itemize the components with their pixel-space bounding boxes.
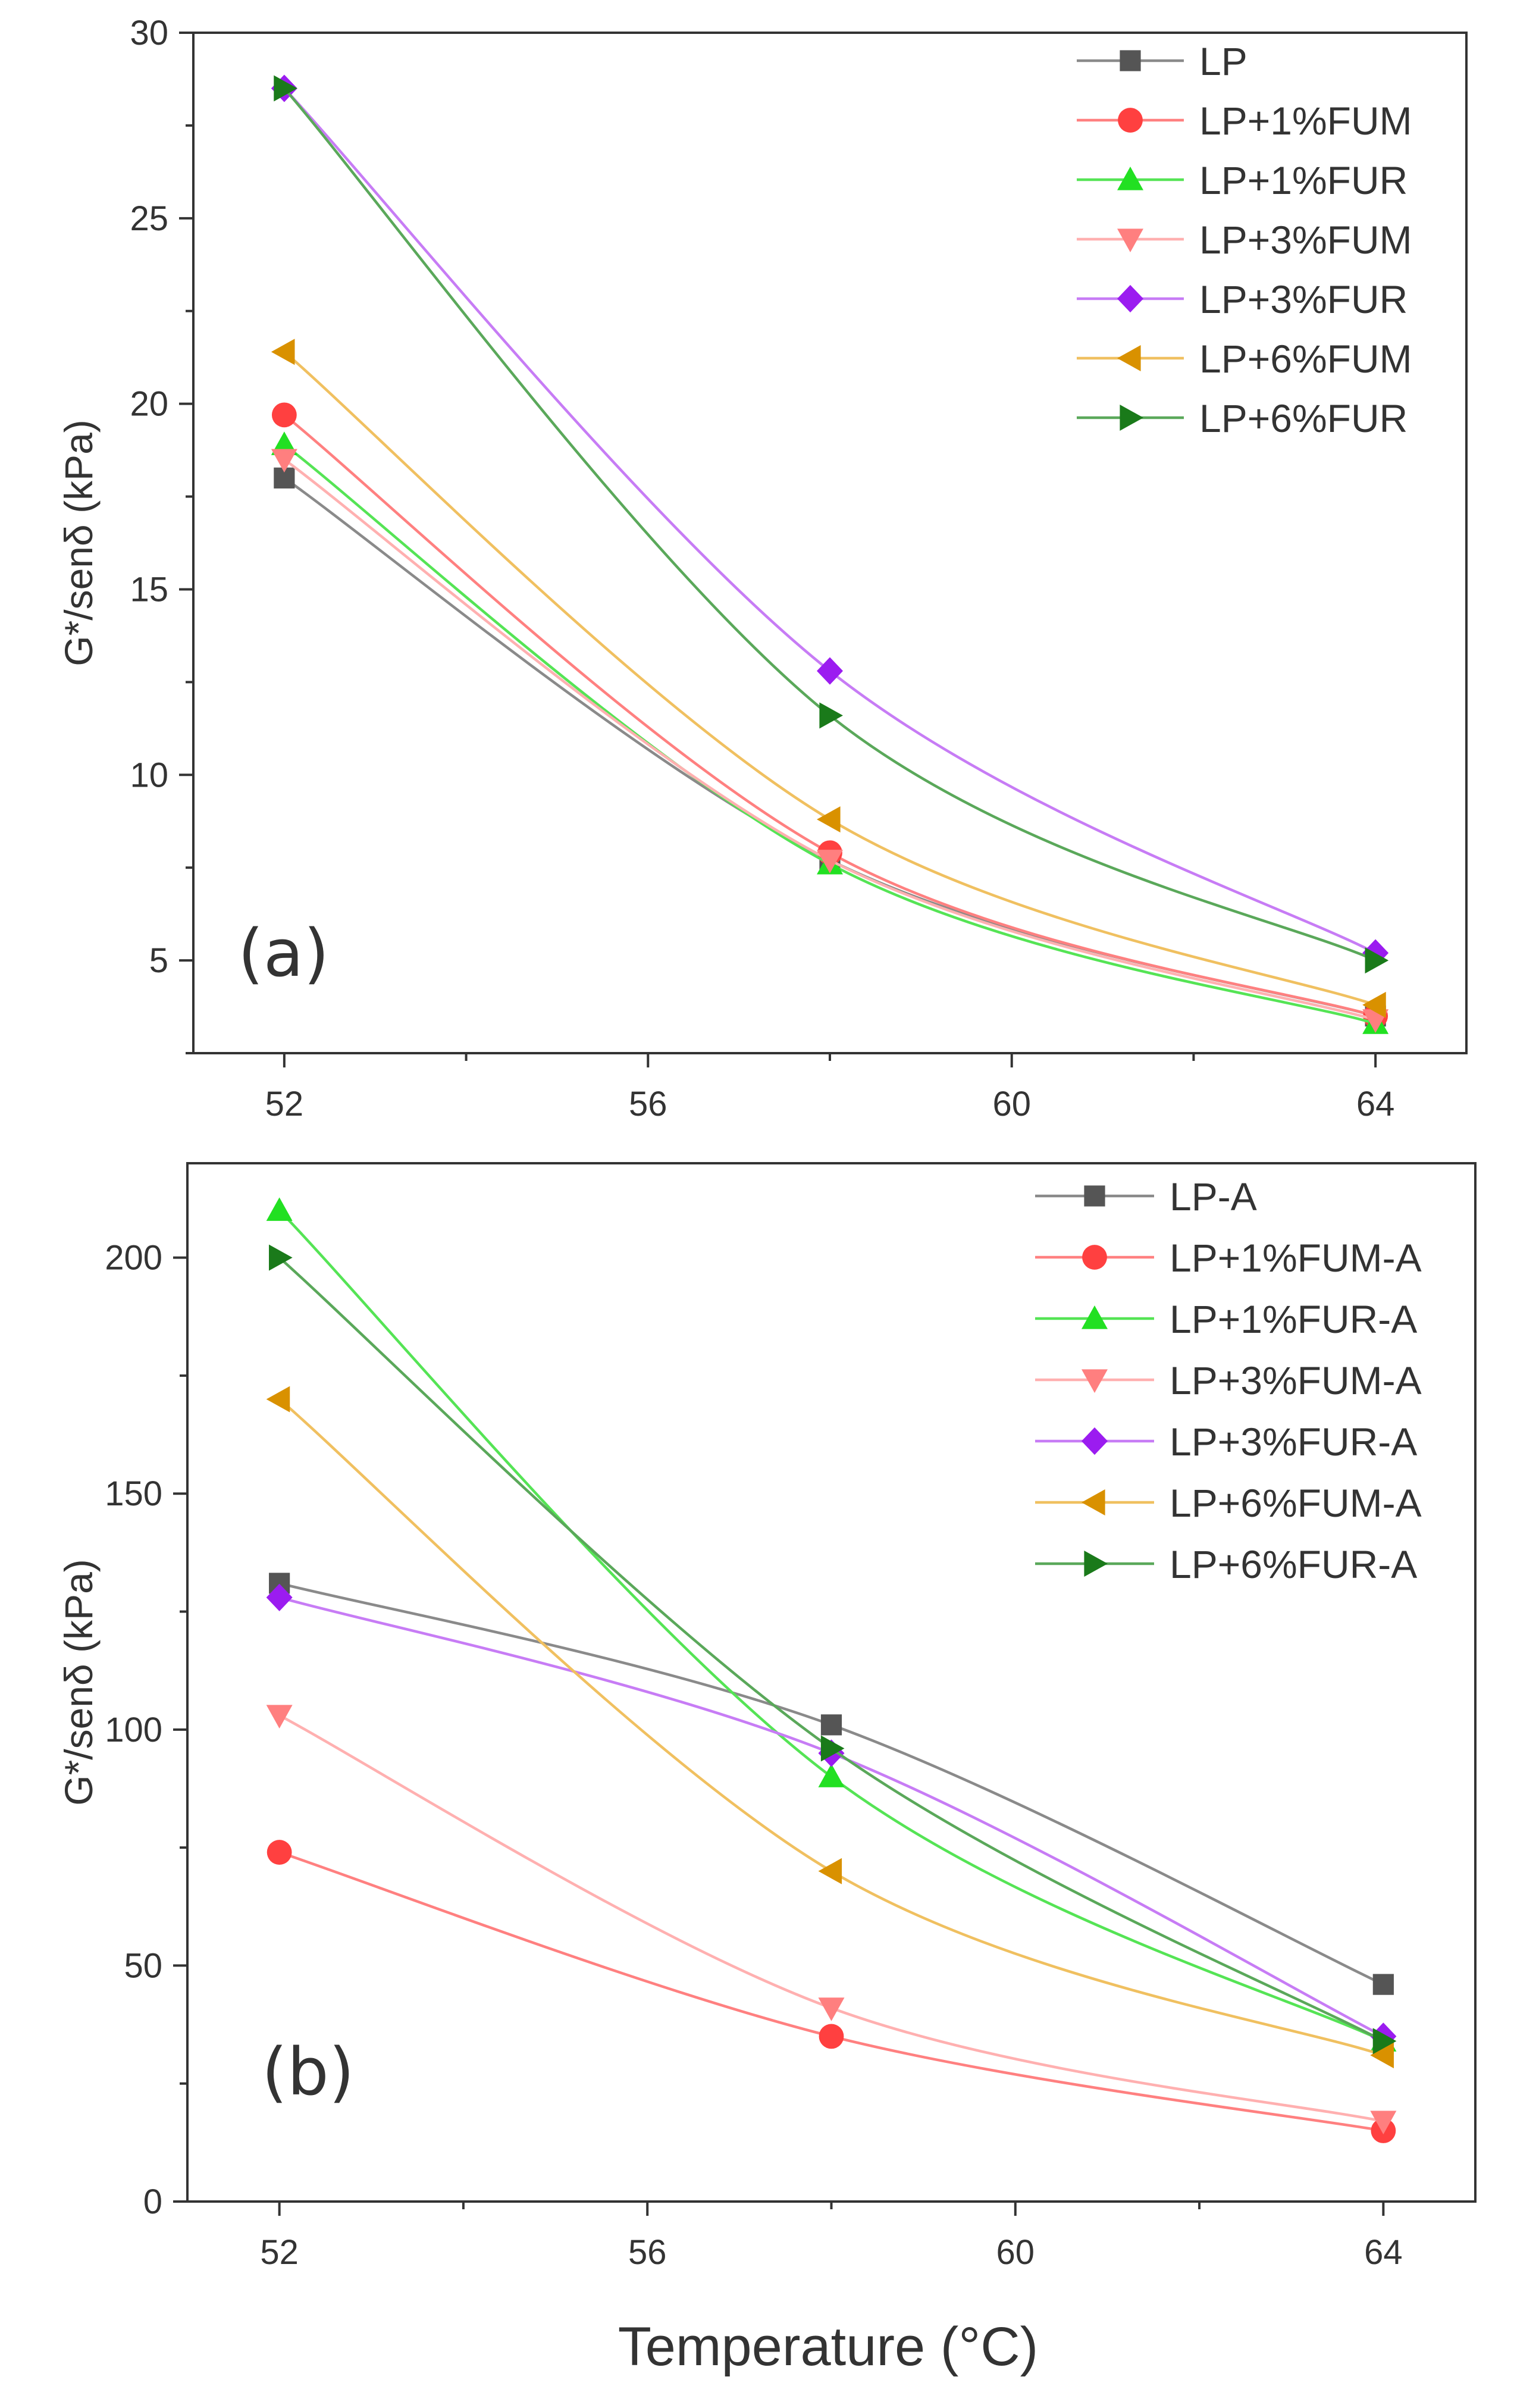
series-line-lp-plus-6pctfur — [283, 87, 1377, 962]
legend-label-lp-plus-3pctfum: LP+3%FUM — [1199, 218, 1412, 262]
legend-marker-lp-plus-1pctfum-a — [1082, 1245, 1107, 1270]
data-point-lp-plus-1pctfur-a — [266, 1197, 293, 1221]
series-line-lp-plus-6pctfum-a — [278, 1398, 1384, 2057]
data-point-lp-plus-3pctfur — [817, 657, 843, 685]
y-tick-label: 200 — [105, 1239, 162, 1277]
legend-label-lp-plus-6pctfur-a: LP+6%FUR-A — [1170, 1542, 1417, 1586]
legend-label-lp-plus-3pctfum-a: LP+3%FUM-A — [1170, 1358, 1422, 1402]
y-tick-label: 5 — [149, 941, 168, 980]
legend-label-lp-plus-1pctfur: LP+1%FUR — [1199, 158, 1408, 202]
x-tick-label: 52 — [265, 1085, 304, 1123]
panel-b: 52 56 60 64 0 50 100 150 200 G*/senδ (kPa) LP-A LP+… — [57, 1162, 1477, 2272]
data-point-lp-plus-6pctfum — [1362, 991, 1386, 1018]
series-line-lp-plus-1pctfum-a — [278, 1850, 1384, 2133]
x-tick-label: 52 — [260, 2233, 299, 2272]
data-point-lp-a — [820, 1714, 842, 1736]
data-point-lp-plus-1pctfum-a — [267, 1840, 292, 1865]
legend-label-lp-plus-1pctfum: LP+1%FUM — [1199, 99, 1412, 143]
series-line-lp-plus-3pctfur-a — [279, 1596, 1384, 2038]
y-tick-label: 100 — [105, 1711, 162, 1749]
legend-marker-lp-plus-6pctfur — [1120, 405, 1143, 431]
legend-label-lp-plus-1pctfur-a: LP+1%FUR-A — [1170, 1297, 1417, 1341]
data-point-lp-plus-6pctfum — [817, 806, 841, 833]
legend-marker-lp-plus-1pctfum — [1118, 108, 1143, 133]
panel-a: 52 56 60 64 5 10 15 20 25 30 G*/senδ (kPa) LP LP+1%F… — [57, 14, 1468, 1123]
y-tick-label: 30 — [130, 14, 168, 52]
legend-marker-lp-plus-3pctfum — [1117, 228, 1143, 252]
y-axis-title: G*/senδ (kPa) — [57, 1559, 101, 1806]
legend-label-lp-plus-1pctfum-a: LP+1%FUM-A — [1170, 1236, 1422, 1280]
legend-marker-lp-plus-6pctfur-a — [1084, 1551, 1108, 1577]
y-tick-label: 10 — [130, 756, 168, 794]
data-point-lp-plus-6pctfur-a — [1372, 2028, 1397, 2055]
data-point-lp-plus-6pctfur-a — [269, 1244, 293, 1271]
y-tick-label: 20 — [130, 385, 168, 424]
data-point-lp-plus-3pctfur — [1362, 939, 1389, 967]
series-line-lp-plus-3pctfur — [283, 87, 1377, 954]
x-tick-label: 56 — [629, 1085, 667, 1123]
legend-marker-lp-plus-1pctfur — [1117, 167, 1143, 190]
legend-label-lp-plus-6pctfum-a: LP+6%FUM-A — [1170, 1481, 1422, 1525]
data-point-lp-plus-3pctfum-a — [1370, 2110, 1397, 2135]
y-tick-label: 150 — [105, 1474, 162, 1513]
data-point-lp-plus-1pctfum-a — [819, 2024, 844, 2049]
y-tick-label: 15 — [130, 570, 168, 609]
series-line-lp-plus-1pctfur — [283, 443, 1376, 1025]
data-point-lp-plus-6pctfum-a — [818, 1858, 842, 1884]
legend-marker-lp-plus-3pctfum-a — [1082, 1369, 1108, 1393]
data-point-lp-plus-3pctfum — [817, 850, 843, 873]
x-tick-label: 60 — [992, 1085, 1031, 1123]
legend-marker-lp — [1120, 50, 1141, 71]
data-point-lp-plus-1pctfur-a — [818, 1764, 845, 1787]
legend-label-lp: LP — [1199, 39, 1247, 83]
x-axis-title: Temperature (°C) — [618, 2316, 1039, 2377]
x-tick-label: 60 — [996, 2233, 1035, 2272]
series-line-lp-plus-6pctfum — [283, 350, 1376, 1007]
series-line-lp-plus-3pctfum — [283, 458, 1376, 1022]
legend-label-lp-a: LP-A — [1170, 1175, 1257, 1219]
legend-marker-lp-plus-1pctfur-a — [1082, 1305, 1108, 1329]
y-tick-label: 0 — [143, 2182, 162, 2221]
series-line-lp-plus-1pctfur-a — [278, 1209, 1384, 2043]
legend-label-lp-plus-3pctfur: LP+3%FUR — [1199, 277, 1408, 321]
x-tick-label: 64 — [1364, 2233, 1403, 2272]
panel-label: (a) — [238, 915, 329, 991]
x-tick-label: 56 — [628, 2233, 667, 2272]
data-point-lp-plus-3pctfum-a — [818, 1997, 845, 2021]
legend-marker-lp-plus-6pctfum-a — [1082, 1489, 1105, 1515]
data-point-lp-plus-3pctfur-a — [266, 1583, 293, 1611]
legend-label-lp-plus-3pctfur-a: LP+3%FUR-A — [1170, 1420, 1417, 1464]
y-tick-label: 50 — [124, 1946, 162, 1985]
data-point-lp-plus-6pctfum-a — [1370, 2042, 1394, 2069]
legend-marker-lp-plus-3pctfur-a — [1082, 1427, 1108, 1455]
data-point-lp-plus-6pctfur — [819, 702, 843, 729]
legend-marker-lp-plus-6pctfum — [1117, 345, 1141, 371]
legend-marker-lp-a — [1084, 1185, 1105, 1207]
data-point-lp-plus-6pctfum-a — [266, 1386, 290, 1413]
x-tick-label: 64 — [1356, 1085, 1395, 1123]
data-point-lp-plus-3pctfum — [271, 449, 297, 473]
data-point-lp-plus-1pctfum — [271, 402, 297, 428]
data-point-lp-a — [1372, 1974, 1394, 1995]
panel-label: (b) — [262, 2034, 355, 2110]
data-point-lp-plus-6pctfur-a — [820, 1735, 845, 1762]
data-point-lp-plus-6pctfur — [274, 75, 297, 102]
data-point-lp-plus-3pctfum-a — [266, 1705, 293, 1729]
data-point-lp-plus-6pctfur — [1365, 947, 1389, 974]
data-point-lp-plus-6pctfum — [271, 339, 295, 365]
legend-label-lp-plus-6pctfum: LP+6%FUM — [1199, 337, 1412, 381]
y-axis-title: G*/senδ (kPa) — [57, 419, 101, 666]
legend-label-lp-plus-6pctfur: LP+6%FUR — [1199, 396, 1408, 440]
legend-marker-lp-plus-3pctfur — [1117, 284, 1143, 313]
y-tick-label: 25 — [130, 199, 168, 238]
